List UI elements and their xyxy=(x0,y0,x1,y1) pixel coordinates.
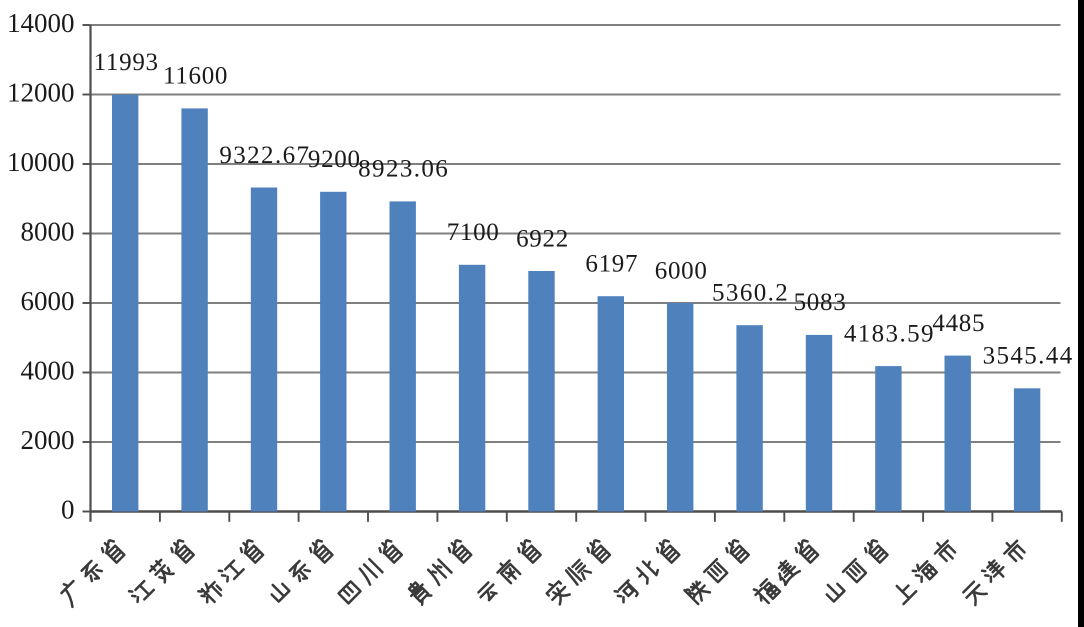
svg-text:8000: 8000 xyxy=(21,217,75,247)
svg-text:12000: 12000 xyxy=(7,78,75,108)
svg-text:6922: 6922 xyxy=(516,225,569,252)
svg-text:7100: 7100 xyxy=(447,219,500,246)
svg-text:6197: 6197 xyxy=(585,251,638,278)
svg-text:4000: 4000 xyxy=(21,356,75,386)
svg-text:9322.67: 9322.67 xyxy=(219,142,310,169)
svg-text:5083: 5083 xyxy=(794,289,847,316)
svg-text:8923.06: 8923.06 xyxy=(358,156,449,183)
svg-text:9200: 9200 xyxy=(308,146,361,173)
svg-text:3545.44: 3545.44 xyxy=(983,343,1074,370)
svg-text:0: 0 xyxy=(61,495,75,525)
svg-text:14000: 14000 xyxy=(7,8,75,38)
svg-text:6000: 6000 xyxy=(655,257,708,284)
svg-text:10000: 10000 xyxy=(7,147,75,177)
svg-text:5360.2: 5360.2 xyxy=(712,280,789,307)
svg-text:4183.59: 4183.59 xyxy=(844,320,935,347)
svg-text:11600: 11600 xyxy=(163,63,228,90)
svg-text:4485: 4485 xyxy=(932,310,985,337)
svg-text:6000: 6000 xyxy=(21,286,75,316)
svg-text:11993: 11993 xyxy=(94,49,159,76)
svg-text:2000: 2000 xyxy=(21,425,75,455)
